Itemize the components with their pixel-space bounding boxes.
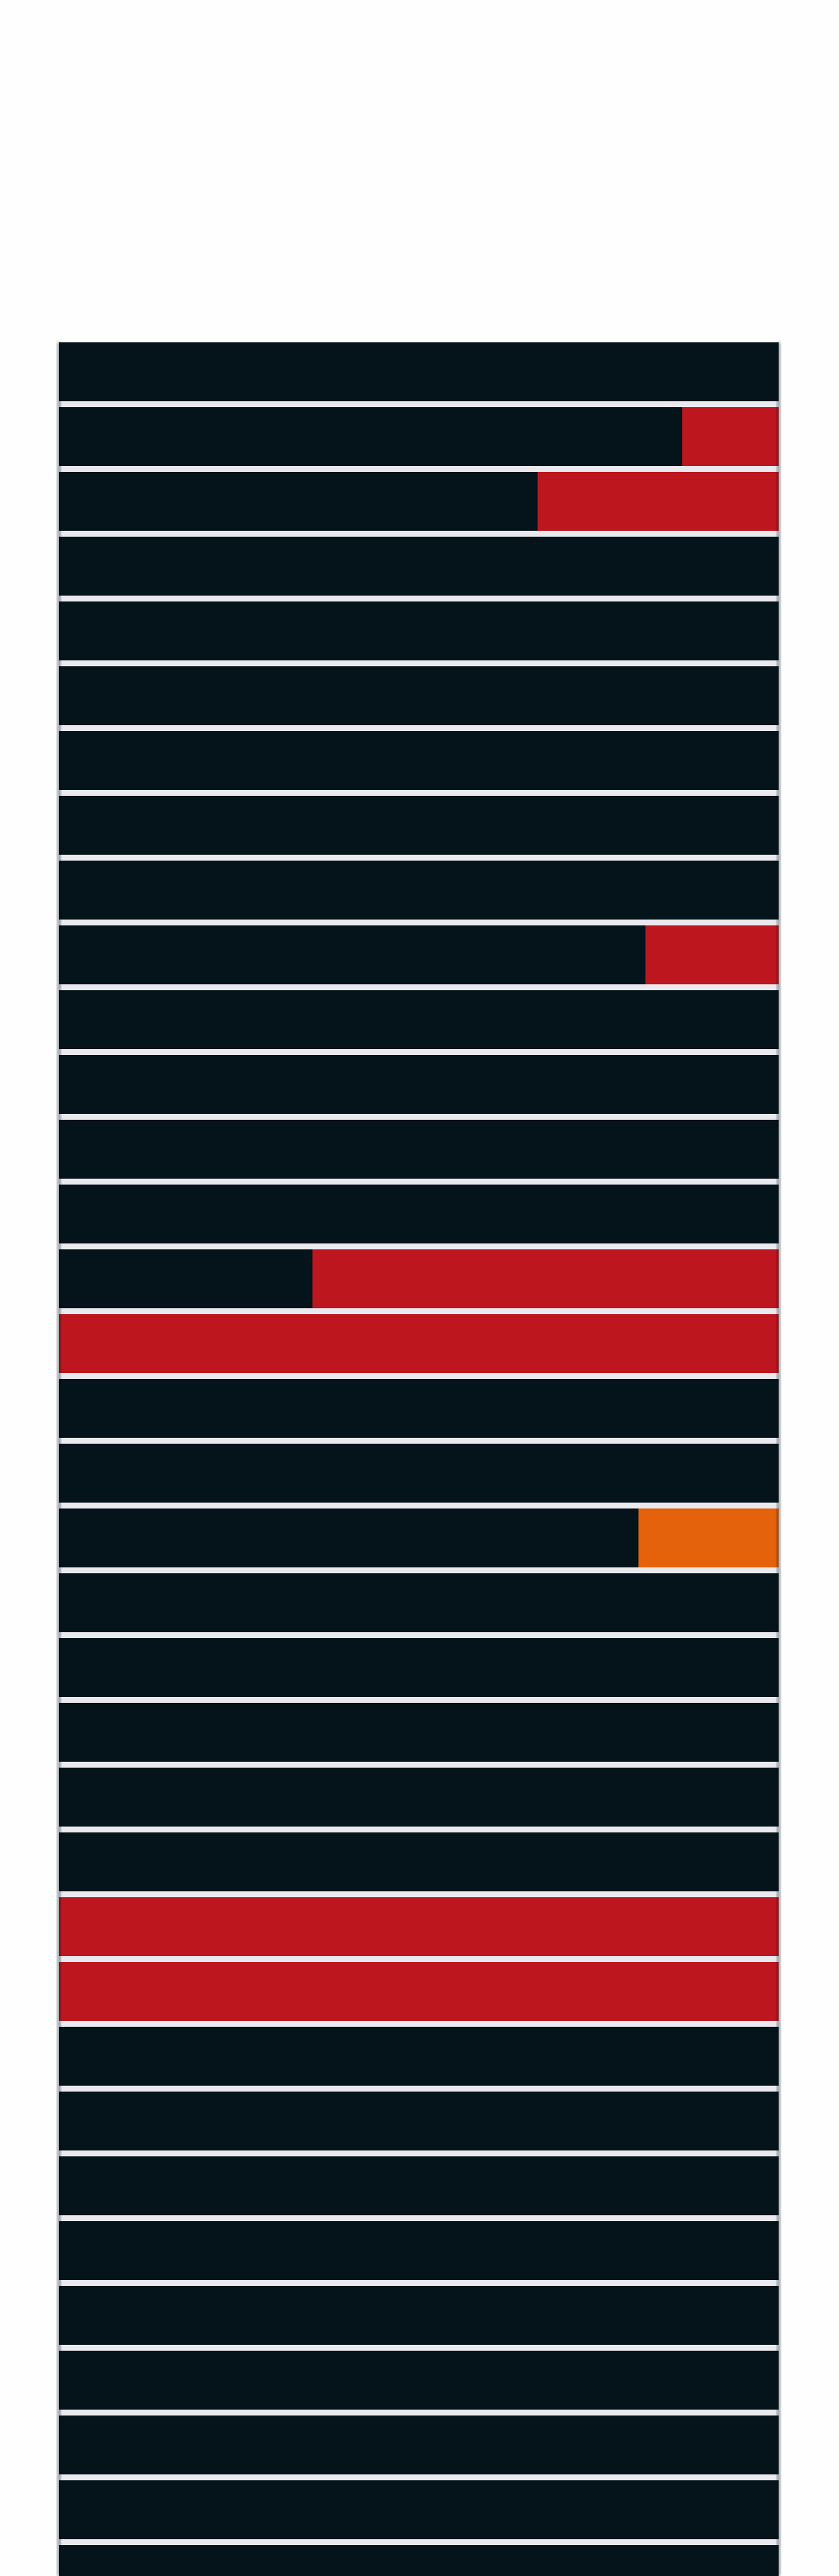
bar-base	[59, 796, 779, 855]
red-segment	[682, 407, 779, 466]
bar-row-31	[59, 2286, 779, 2345]
bar-row-28	[59, 2092, 779, 2150]
bar-base	[59, 1120, 779, 1179]
bar-row-12	[59, 1055, 779, 1114]
red-segment	[59, 1314, 779, 1373]
bar-row-26	[59, 1962, 779, 2021]
bar-base	[59, 731, 779, 790]
rows-layer	[57, 342, 781, 2576]
bar-row-11	[59, 990, 779, 1049]
red-segment	[59, 1897, 779, 1956]
bar-base	[59, 990, 779, 1049]
bar-row-13	[59, 1120, 779, 1179]
bar-base	[59, 2092, 779, 2150]
bar-base	[59, 1832, 779, 1891]
bar-base	[59, 2545, 779, 2576]
bar-row-6	[59, 666, 779, 725]
bar-base	[59, 2027, 779, 2086]
bar-row-29	[59, 2156, 779, 2215]
bar-row-25	[59, 1897, 779, 1956]
strip-edge-right	[776, 342, 781, 2576]
bar-base	[59, 1768, 779, 1827]
bar-base	[59, 2156, 779, 2215]
bar-row-5	[59, 601, 779, 660]
bar-row-19	[59, 1508, 779, 1567]
bar-base	[59, 342, 779, 401]
bar-row-2	[59, 407, 779, 466]
bar-row-21	[59, 1638, 779, 1697]
bar-row-22	[59, 1703, 779, 1762]
strip-edge-left	[57, 342, 61, 2576]
red-segment	[312, 1249, 779, 1308]
orange-segment	[638, 1508, 779, 1567]
bar-row-20	[59, 1573, 779, 1632]
bar-row-33	[59, 2416, 779, 2474]
bar-row-14	[59, 1185, 779, 1243]
bar-base	[59, 1573, 779, 1632]
bar-base	[59, 407, 779, 466]
bar-row-24	[59, 1832, 779, 1891]
bar-base	[59, 2416, 779, 2474]
bar-row-16	[59, 1314, 779, 1373]
bar-base	[59, 861, 779, 920]
bar-base	[59, 1055, 779, 1114]
bar-row-15	[59, 1249, 779, 1308]
bar-row-8	[59, 796, 779, 855]
red-segment	[537, 472, 779, 531]
bar-row-27	[59, 2027, 779, 2086]
bar-base	[59, 2221, 779, 2280]
bar-base	[59, 1444, 779, 1503]
bar-row-3	[59, 472, 779, 531]
bar-base	[59, 537, 779, 596]
bar-row-34	[59, 2480, 779, 2539]
bar-base	[59, 2480, 779, 2539]
bar-row-4	[59, 537, 779, 596]
bar-row-32	[59, 2351, 779, 2410]
red-segment	[59, 1962, 779, 2021]
bar-base	[59, 2286, 779, 2345]
bar-row-18	[59, 1444, 779, 1503]
red-segment	[645, 925, 779, 984]
bar-row-7	[59, 731, 779, 790]
bar-base	[59, 1185, 779, 1243]
bar-base	[59, 1379, 779, 1438]
bar-base	[59, 1638, 779, 1697]
bar-row-35	[59, 2545, 779, 2576]
bar-base	[59, 601, 779, 660]
bar-row-17	[59, 1379, 779, 1438]
bar-row-30	[59, 2221, 779, 2280]
bar-row-1	[59, 342, 779, 401]
bar-base	[59, 666, 779, 725]
bar-base	[59, 2351, 779, 2410]
bar-row-10	[59, 925, 779, 984]
bar-row-23	[59, 1768, 779, 1827]
bar-base	[59, 1703, 779, 1762]
bar-row-9	[59, 861, 779, 920]
